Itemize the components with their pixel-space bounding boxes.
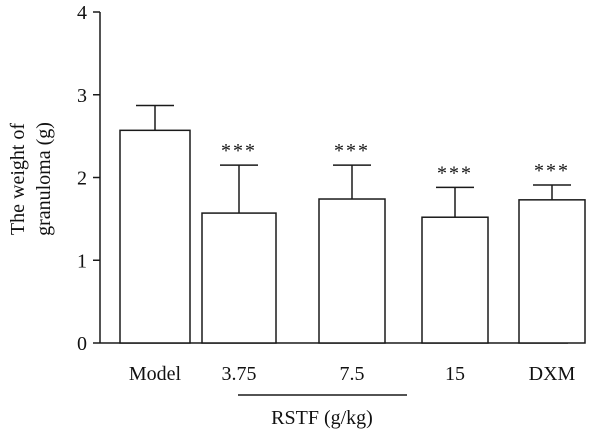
- y-tick-label: 3: [77, 85, 87, 107]
- x-tick-label: 7.5: [340, 363, 365, 385]
- y-axis-title-line-2: granuloma (g): [33, 122, 55, 236]
- y-tick-label: 4: [77, 2, 87, 24]
- bar: [119, 129, 191, 344]
- x-tick-label: 3.75: [222, 363, 257, 385]
- x-tick-label: Model: [129, 363, 182, 385]
- bars: [119, 129, 586, 344]
- y-axis-title: The weight of granuloma (g): [7, 122, 55, 236]
- significance-label: ***: [437, 162, 473, 184]
- significance-label: ***: [334, 140, 370, 162]
- significance-label: ***: [534, 160, 570, 182]
- significance-label: ***: [221, 140, 257, 162]
- x-tick-label: 15: [445, 363, 465, 385]
- significance-markers: *** *** *** ***: [221, 140, 570, 184]
- group-label: RSTF (g/kg): [271, 407, 373, 429]
- x-tick-labels: Model 3.75 7.5 15 DXM: [129, 363, 576, 385]
- bar: [518, 199, 586, 344]
- group-annotation: RSTF (g/kg): [238, 394, 407, 429]
- y-tick-label: 0: [77, 333, 87, 355]
- y-tick-label: 1: [77, 250, 87, 272]
- x-tick-label: DXM: [529, 363, 576, 385]
- bar: [201, 212, 277, 344]
- y-ticks: 0 1 2 3 4: [77, 2, 100, 355]
- error-bars: [136, 104, 571, 218]
- y-tick-label: 2: [77, 168, 87, 190]
- y-axis-title-line-1: The weight of: [7, 123, 29, 236]
- bar: [318, 198, 386, 344]
- bar: [421, 216, 489, 344]
